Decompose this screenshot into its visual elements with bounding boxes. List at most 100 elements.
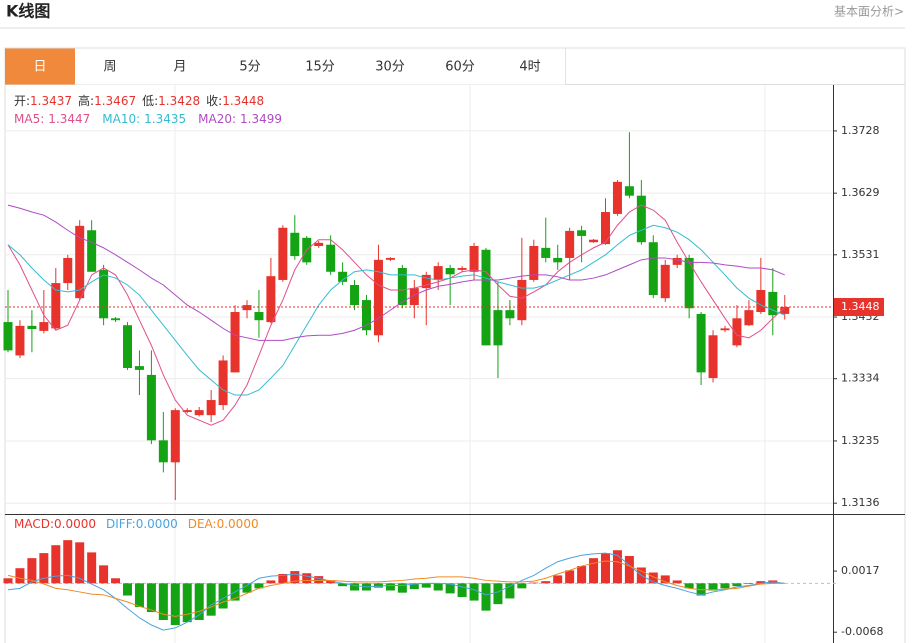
candle-body — [433, 266, 443, 280]
tab[interactable]: 15分 — [285, 48, 356, 85]
macd-line — [7, 552, 785, 631]
macd-bar — [541, 581, 551, 584]
macd-bar — [278, 573, 288, 584]
tab-label[interactable]: 日 — [33, 60, 46, 75]
macd-legend-name: DIFF: — [106, 517, 136, 531]
tab[interactable]: 5分 — [215, 48, 286, 85]
candle-body — [123, 325, 132, 368]
tab[interactable]: 60分 — [425, 48, 496, 85]
tab-label[interactable]: 月 — [173, 60, 186, 75]
macd-bar — [469, 583, 479, 601]
tab-label[interactable]: 15分 — [305, 60, 335, 75]
candle-body — [780, 306, 790, 314]
macd-legend: MACD:0.0000 DIFF:0.0000 DEA:0.0000 — [14, 517, 259, 531]
ohlc-legend-label: 高: — [78, 93, 94, 108]
candle-body — [577, 230, 587, 236]
ma-legend-name: MA10: — [102, 112, 140, 126]
ohlc-legend-value: 1.3437 — [30, 94, 72, 108]
macd-legend-value: 0.0000 — [136, 517, 178, 531]
macd-bar — [206, 583, 216, 616]
candle-body — [636, 195, 646, 243]
tab-bg — [355, 48, 425, 85]
candle-body — [708, 335, 718, 379]
macd-bar — [302, 573, 312, 584]
tab[interactable]: 日 — [5, 48, 76, 85]
analysis-link[interactable]: 基本面分析> — [834, 5, 904, 19]
tab-label[interactable]: 周 — [103, 60, 116, 75]
tab[interactable]: 30分 — [355, 48, 426, 85]
macd-bar — [624, 555, 634, 584]
ohlc-legend-label: 低: — [142, 94, 158, 108]
candle-body — [421, 274, 431, 289]
macd-bar — [385, 583, 395, 591]
tab[interactable]: 4时 — [495, 48, 566, 85]
candle-body — [612, 181, 622, 214]
last-price-label: 1.3448 — [841, 300, 880, 313]
macd-bar — [433, 583, 443, 591]
tab-label[interactable]: 60分 — [445, 60, 475, 75]
tab-bg — [145, 48, 215, 85]
y-tick-label: 1.3235 — [841, 434, 880, 447]
candle-body — [720, 328, 730, 331]
candle-body — [505, 310, 515, 319]
ma-legend-value: 1.3499 — [240, 112, 282, 126]
candle-body — [170, 410, 180, 463]
ohlc-legend-value: 1.3428 — [158, 94, 200, 108]
tab[interactable]: 月 — [145, 48, 216, 85]
tab-bg — [425, 48, 495, 85]
macd-bar — [612, 550, 622, 584]
ma-legend-name: MA5: — [14, 112, 44, 126]
macd-bar — [51, 545, 61, 584]
tab[interactable]: 周 — [75, 48, 146, 85]
tab-bar: 日 周 月 5分 15分 30分 60分 4时 — [5, 48, 566, 85]
macd-bar — [445, 583, 455, 594]
ma-legend-value: 1.3447 — [48, 112, 90, 126]
macd-bar — [648, 572, 658, 584]
candle-body — [182, 410, 192, 413]
tab-label[interactable]: 4时 — [519, 60, 540, 75]
tab-bg — [495, 48, 565, 85]
candle-body — [63, 257, 73, 284]
ma-line — [7, 204, 785, 341]
macd-bar — [15, 568, 25, 584]
macd-bar — [170, 583, 180, 626]
candle-body — [87, 230, 97, 272]
macd-bar — [134, 583, 144, 608]
macd-bar — [672, 580, 682, 584]
candle-body — [517, 279, 527, 321]
macd-bar — [397, 583, 407, 593]
macd-bar — [517, 583, 527, 589]
candle-body — [373, 259, 383, 336]
ohlc-legend-value: 1.3467 — [94, 94, 136, 108]
macd-bar — [553, 575, 563, 584]
macd-bar — [529, 582, 539, 584]
candle-body — [624, 186, 634, 196]
candle-body — [326, 244, 336, 272]
candle-body — [445, 268, 455, 275]
tab-label[interactable]: 5分 — [239, 60, 260, 75]
panel-border — [4, 47, 906, 643]
macd-bar — [87, 552, 97, 584]
candle-body — [469, 245, 479, 272]
tab-bg — [5, 48, 75, 85]
candle-body — [565, 230, 575, 258]
candle-body — [266, 276, 276, 323]
macd-bar — [350, 583, 360, 591]
candle-body — [338, 271, 348, 282]
macd-bar — [505, 583, 515, 599]
macd-bar — [123, 583, 132, 596]
candle-body — [457, 268, 467, 270]
macd-bar — [720, 583, 730, 589]
candle-body — [27, 325, 37, 329]
y-tick-label: -0.0068 — [841, 625, 883, 638]
macd-bar — [242, 583, 252, 593]
macd-bar — [146, 583, 156, 613]
tab-label[interactable]: 30分 — [375, 60, 405, 75]
ma-legend: MA5: 1.3447 MA10: 1.3435 MA20: 1.3499 — [14, 112, 282, 126]
candle-body — [350, 284, 360, 306]
candle-body — [134, 366, 144, 370]
ohlc-legend: 开:1.3437 高:1.3467 低:1.3428 收:1.3448 — [14, 93, 264, 108]
candle-body — [696, 313, 706, 373]
